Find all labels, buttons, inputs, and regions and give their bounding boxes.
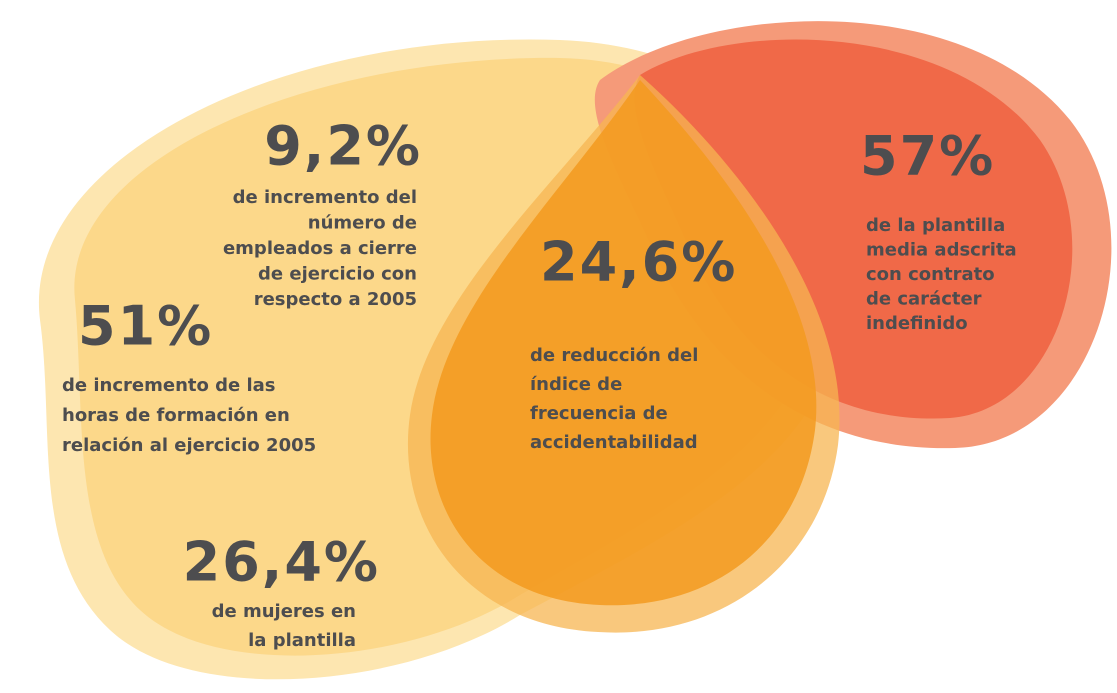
stat-description: de incremento del (233, 187, 417, 208)
orange-drop (430, 80, 817, 606)
stat-description: media adscrita (866, 240, 1017, 261)
stat-description: horas de formación en (62, 405, 290, 426)
stat-description: de carácter (866, 289, 982, 310)
stat-description: relación al ejercicio 2005 (62, 435, 316, 456)
stat-value: 9,2% (264, 115, 422, 178)
stat-description: de reducción del (530, 345, 698, 366)
stat-description: de la plantilla (866, 215, 1005, 236)
stat-texts: 9,2% de incremento del número de empleados … (62, 115, 1017, 651)
stat-description: con contrato (866, 264, 995, 285)
stat-description: empleados a cierre (223, 238, 417, 259)
stat-description: número de (308, 213, 417, 234)
stat-description: indefinido (866, 313, 968, 334)
stat-description: de mujeres en (212, 601, 356, 622)
stat-description: frecuencia de (530, 403, 668, 424)
stat-description: accidentabilidad (530, 432, 698, 453)
stat-description: respecto a 2005 (254, 289, 417, 310)
stat-description: índice de (530, 374, 622, 395)
stat-value: 26,4% (183, 531, 380, 594)
stat-value: 24,6% (540, 231, 737, 294)
stat-description: de incremento de las (62, 375, 276, 396)
stat-value: 51% (78, 295, 213, 358)
stat-value: 57% (860, 125, 995, 188)
stat-description: de ejercicio con (258, 264, 417, 285)
stat-description: la plantilla (248, 630, 356, 651)
